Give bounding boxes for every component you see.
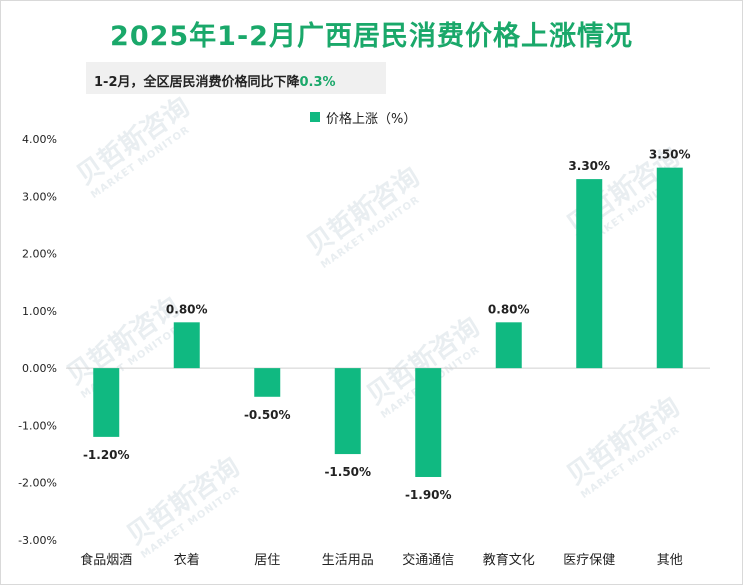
category-label: 食品烟酒 [80,552,132,568]
data-label: -0.50% [244,408,291,422]
bar [576,179,603,369]
summary-note-value: 0.3% [299,75,336,90]
data-label: 0.80% [488,302,530,316]
category-label: 医疗保健 [563,553,615,568]
data-label: 3.50% [649,148,691,162]
category-label: 居住 [254,553,280,568]
category-label: 教育文化 [483,552,535,568]
y-tick-label: -1.00% [18,419,57,432]
y-tick-label: 0.00% [22,362,57,375]
category-label: 衣着 [174,552,200,568]
bar [173,322,200,369]
legend-swatch [310,112,320,122]
data-label: 3.30% [568,159,610,173]
data-label: -1.20% [83,448,130,462]
y-tick-label: 1.00% [22,305,57,318]
bar [495,322,522,369]
data-label: -1.90% [405,488,452,502]
bar [254,368,281,397]
data-label: 0.80% [166,302,208,316]
bar [334,368,361,455]
category-label: 交通通信 [402,552,454,568]
y-tick-label: -3.00% [18,534,57,547]
bar [656,167,683,369]
data-label: -1.50% [324,465,371,479]
y-tick-label: 2.00% [22,248,57,261]
bar [415,368,442,477]
category-label: 其他 [657,553,683,568]
y-tick-label: 4.00% [22,133,57,146]
summary-note-text: 1-2月，全区居民消费价格同比下降 [94,75,300,90]
note-box [86,62,386,94]
category-label: 生活用品 [322,553,374,568]
chart-title: 2025年1-2月广西居民消费价格上涨情况 [110,21,633,52]
legend-label: 价格上涨（%） [326,111,417,127]
y-tick-label: -2.00% [18,477,57,490]
y-tick-label: 3.00% [22,190,57,203]
summary-note: 1-2月，全区居民消费价格同比下降0.3% [94,71,336,90]
legend: 价格上涨（%） [310,108,417,127]
bar [93,368,120,437]
